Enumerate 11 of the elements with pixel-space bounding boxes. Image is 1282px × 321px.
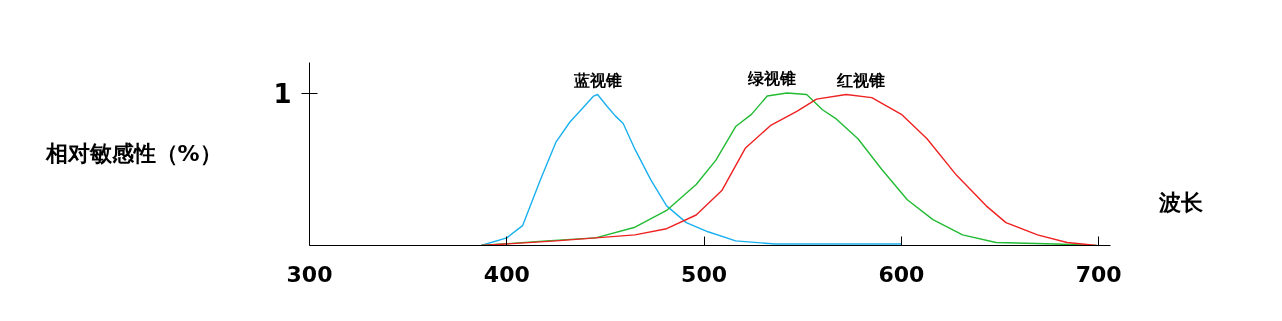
x-tick-label: 700 bbox=[1075, 261, 1122, 287]
series-label: 蓝视锥 bbox=[572, 70, 622, 90]
x-tick-label: 500 bbox=[681, 261, 728, 287]
text: 1 bbox=[273, 79, 292, 109]
x-axis-title: 波长 bbox=[1157, 189, 1204, 215]
x-tick-label: 300 bbox=[286, 261, 333, 287]
x-tick-label: 600 bbox=[878, 261, 925, 287]
series-label: 红视锥 bbox=[835, 70, 885, 90]
y-axis-title: 相对敏感性（%） bbox=[44, 141, 222, 167]
series-label: 绿视锥 bbox=[747, 69, 797, 89]
x-tick-label: 400 bbox=[483, 261, 530, 287]
